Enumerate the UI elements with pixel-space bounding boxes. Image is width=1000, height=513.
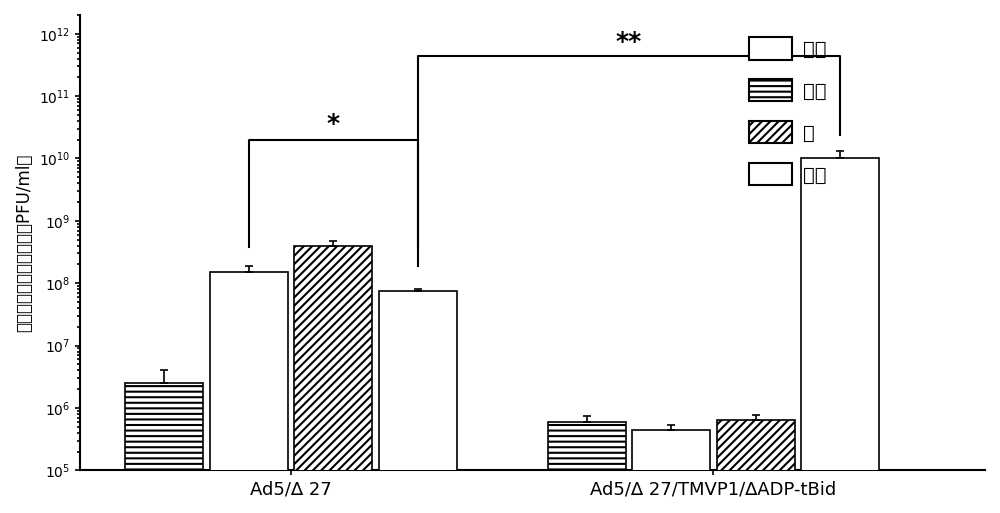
Text: **: **	[616, 30, 642, 54]
Bar	[632, 429, 710, 513]
Bar	[717, 420, 795, 513]
Bar	[379, 291, 457, 513]
Text: *: *	[327, 112, 340, 136]
Bar	[801, 159, 879, 513]
Y-axis label: 各个组织中腺病毒含量（PFU/ml）: 各个组织中腺病毒含量（PFU/ml）	[15, 153, 33, 332]
Bar	[210, 272, 288, 513]
Bar	[294, 246, 372, 513]
Bar	[548, 422, 626, 513]
Legend: 肝脏, 脾脏, 肊, 肿瘾: 肝脏, 脾脏, 肊, 肿瘾	[741, 29, 835, 193]
Bar	[125, 383, 203, 513]
